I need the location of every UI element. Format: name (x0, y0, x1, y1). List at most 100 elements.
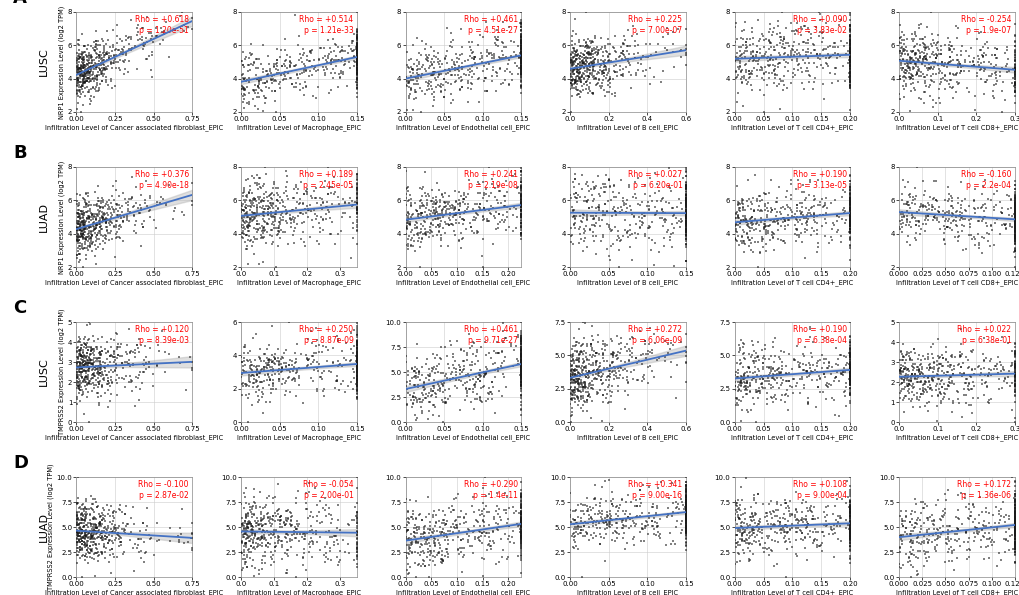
Point (305, 55, 321, 65)
Point (83, 53, 99, 62)
Point (835, 185, 851, 195)
Point (561, 378, 578, 387)
Point (83, 234, 99, 243)
Point (70, 57, 87, 67)
Point (735, 382, 751, 392)
Point (812, 540, 828, 550)
Point (1006, 557, 1019, 566)
Point (588, 389, 604, 399)
Point (407, 198, 423, 208)
Point (317, 548, 333, 558)
Point (502, 339, 519, 349)
Point (348, 64, 365, 74)
Point (771, 368, 788, 377)
Point (124, 192, 141, 201)
Point (236, 218, 253, 228)
Point (441, 374, 458, 384)
Point (348, 330, 365, 339)
Point (597, 65, 613, 74)
Point (478, 369, 494, 378)
Point (336, 198, 353, 208)
Point (577, 500, 593, 509)
Point (73, 528, 90, 538)
Point (842, 532, 858, 541)
Point (411, 209, 427, 219)
Point (575, 358, 591, 367)
Point (592, 512, 608, 522)
Point (949, 524, 965, 534)
Point (611, 236, 628, 246)
Point (564, 411, 580, 420)
Point (236, 527, 253, 536)
Point (299, 361, 315, 371)
Point (911, 199, 927, 208)
Point (937, 534, 954, 543)
Point (842, 482, 858, 491)
Point (513, 47, 529, 57)
Point (770, 75, 787, 84)
Point (493, 215, 510, 225)
Point (513, 543, 529, 552)
Point (513, 518, 529, 528)
Point (677, 214, 693, 224)
Point (242, 364, 258, 373)
Point (131, 526, 148, 536)
Point (471, 199, 487, 209)
Point (732, 556, 748, 565)
Point (842, 221, 858, 230)
Point (119, 359, 136, 369)
Point (891, 224, 907, 233)
Point (81, 54, 97, 63)
Point (1006, 243, 1019, 253)
Point (982, 220, 999, 230)
Point (730, 510, 746, 519)
Point (736, 60, 752, 70)
Point (343, 196, 360, 205)
Point (513, 525, 529, 534)
Point (75, 338, 92, 347)
Point (938, 525, 955, 535)
Point (902, 355, 918, 364)
Point (993, 107, 1009, 117)
Point (78, 358, 95, 367)
Point (950, 387, 966, 397)
Point (87, 371, 103, 381)
Point (259, 375, 275, 384)
Point (348, 55, 365, 65)
Point (89, 74, 105, 83)
Point (897, 350, 913, 360)
Point (444, 373, 461, 383)
Point (116, 383, 132, 392)
Point (70, 362, 87, 371)
Point (561, 512, 578, 522)
Point (513, 369, 529, 379)
Point (903, 54, 919, 64)
Point (513, 18, 529, 27)
Point (561, 373, 578, 383)
Point (611, 207, 628, 217)
Point (677, 509, 693, 518)
Point (802, 230, 818, 239)
Point (677, 493, 693, 502)
Point (736, 354, 752, 364)
Point (761, 220, 777, 230)
Point (250, 519, 266, 528)
Point (956, 494, 972, 503)
Point (278, 506, 294, 516)
Point (567, 346, 583, 356)
Point (1006, 193, 1019, 203)
Point (1006, 205, 1019, 215)
Point (513, 211, 529, 220)
Point (579, 373, 595, 383)
Point (102, 351, 118, 361)
Point (323, 86, 339, 95)
Point (348, 58, 365, 68)
Point (574, 361, 590, 371)
Point (407, 246, 423, 255)
Point (513, 528, 529, 538)
Point (107, 523, 123, 533)
Point (422, 549, 438, 558)
Point (325, 46, 341, 56)
Point (1006, 237, 1019, 246)
Point (1006, 236, 1019, 246)
